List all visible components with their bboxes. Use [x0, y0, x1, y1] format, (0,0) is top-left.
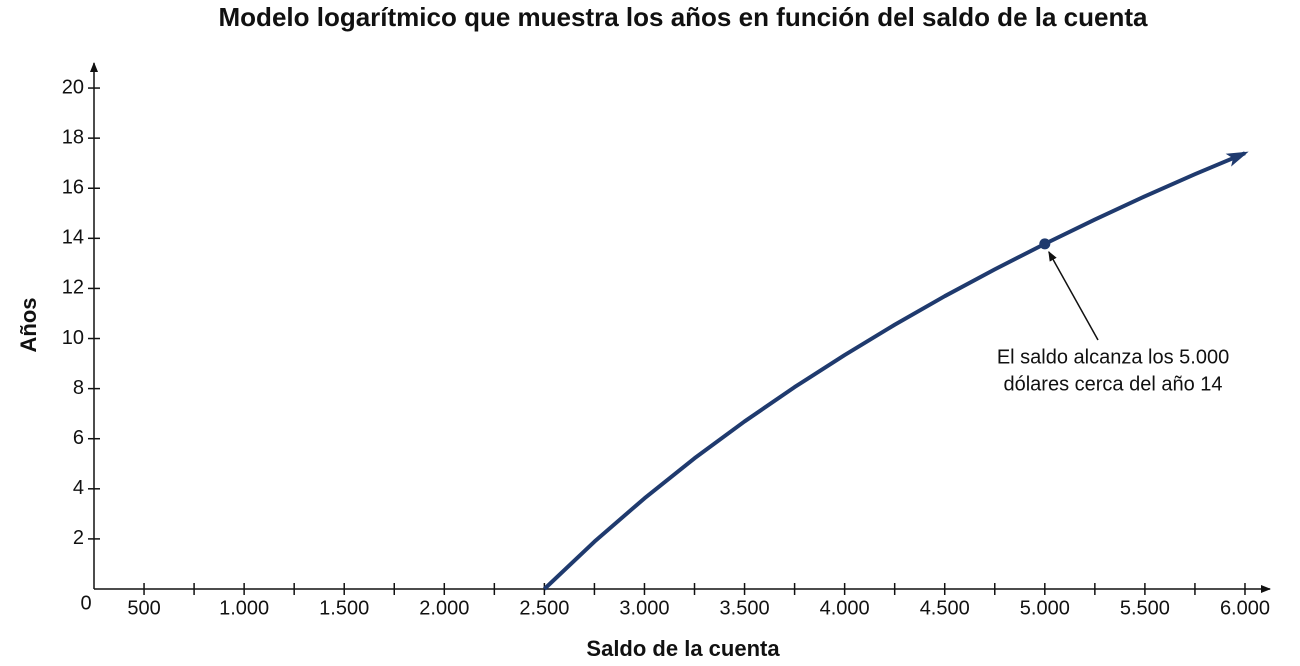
x-tick-label: 3.000 — [619, 597, 669, 619]
x-tick-label: 3.500 — [720, 597, 770, 619]
x-tick-label: 1.000 — [219, 597, 269, 619]
highlight-point — [1039, 238, 1051, 250]
x-tick-label: 2.000 — [419, 597, 469, 619]
origin-label: 0 — [80, 592, 91, 614]
x-tick-label: 5.000 — [1020, 597, 1070, 619]
annotation-text: El saldo alcanza los 5.000 — [997, 346, 1229, 368]
annotation-text: dólares cerca del año 14 — [1003, 373, 1222, 395]
y-tick-label: 6 — [73, 427, 84, 449]
curve — [543, 151, 1249, 591]
x-tick-label: 4.500 — [920, 597, 970, 619]
y-axis-title: Años — [16, 298, 41, 353]
y-tick-label: 12 — [62, 277, 84, 299]
x-tick-label: 5.500 — [1120, 597, 1170, 619]
y-tick-label: 10 — [62, 327, 84, 349]
y-tick-label: 16 — [62, 177, 84, 199]
x-tick-label: 2.500 — [519, 597, 569, 619]
y-tick-label: 20 — [62, 76, 84, 98]
y-tick-label: 14 — [62, 227, 84, 249]
annotation-arrow — [1048, 250, 1099, 341]
x-tick-label: 4.000 — [820, 597, 870, 619]
x-tick-label: 6.000 — [1220, 597, 1270, 619]
y-tick-label: 2 — [73, 527, 84, 549]
y-tick-label: 8 — [73, 377, 84, 399]
x-tick-label: 500 — [127, 597, 160, 619]
x-axis-title: Saldo de la cuenta — [586, 636, 780, 661]
chart-title: Modelo logarítmico que muestra los años … — [219, 2, 1148, 32]
y-tick-label: 18 — [62, 126, 84, 148]
x-tick-label: 1.500 — [319, 597, 369, 619]
y-tick-label: 4 — [73, 477, 84, 499]
